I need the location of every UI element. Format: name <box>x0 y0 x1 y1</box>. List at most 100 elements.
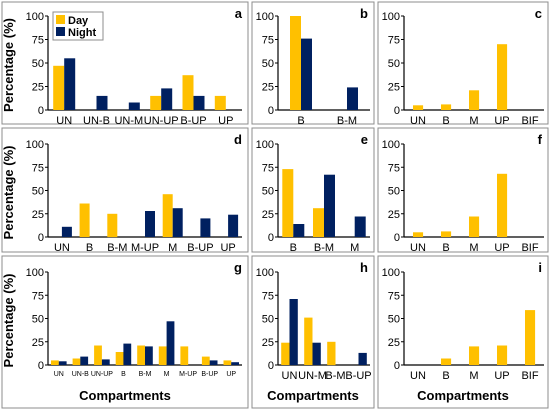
bar-day-b <box>115 352 124 365</box>
panel-frame <box>1 127 249 253</box>
panel-a: 0 25 50 75 100 UN UN-B UN-M UN-UP B-UP UP a Percenta… <box>1 1 249 127</box>
x-tick-label: M <box>469 370 478 382</box>
panel-h: 0 25 50 75 100 UN UN-MB-M B-UP h Compartments <box>251 255 375 409</box>
y-tick-label: 25 <box>32 209 44 221</box>
x-tick-label: M <box>164 371 170 378</box>
x-tick-label: B-M <box>107 242 127 254</box>
legend-swatch-day <box>56 15 65 24</box>
y-tick-label: 0 <box>268 360 274 372</box>
y-axis-title: Percentage (%) <box>1 146 16 240</box>
y-tick-label: 25 <box>388 82 400 94</box>
y-tick-label: 100 <box>26 139 44 151</box>
x-tick-label: B-UP <box>345 370 371 382</box>
bar-night-b-m <box>347 87 358 110</box>
bar-day-un-up <box>150 95 162 110</box>
panel-frame <box>377 255 549 409</box>
bar-night-m <box>166 321 175 365</box>
x-tick-label: M <box>469 115 478 127</box>
x-tick-label: B-M <box>325 370 345 382</box>
y-tick-label: 75 <box>388 35 400 47</box>
x-tick-label: M-UP <box>179 371 197 378</box>
bar-night-b <box>123 343 132 365</box>
x-tick-label: BIF <box>521 115 538 127</box>
legend-label-day: Day <box>68 15 89 27</box>
x-axis-title: Compartments <box>417 388 509 403</box>
panel-label: f <box>538 132 543 147</box>
x-tick-label: B-UP <box>201 371 218 378</box>
y-axis-title: Percentage (%) <box>1 18 16 112</box>
y-tick-label: 25 <box>262 82 274 94</box>
bar-day-m <box>158 346 167 365</box>
bar-night-up <box>231 362 239 365</box>
x-tick-label: B <box>442 115 449 127</box>
bar-night-b-m <box>145 346 153 365</box>
panel-frame <box>377 1 549 125</box>
y-tick-label: 50 <box>388 314 400 326</box>
x-tick-label: UP <box>494 242 509 254</box>
panel-label: d <box>234 132 242 147</box>
x-tick-label: UN-UP <box>91 371 113 378</box>
panel-label: c <box>535 6 542 21</box>
bar-day-un-up <box>94 345 102 365</box>
y-tick-label: 25 <box>32 82 44 94</box>
bar-day-m <box>469 216 480 237</box>
legend-swatch-night <box>56 27 65 36</box>
x-tick-label: UN <box>410 115 426 127</box>
bar-night-b-up <box>193 95 205 110</box>
panel-frame <box>251 1 375 125</box>
panel-label: i <box>538 260 542 275</box>
bar-day-b <box>441 231 452 237</box>
panel-label: h <box>360 260 368 275</box>
x-tick-label: B <box>442 370 449 382</box>
x-tick-label: B-M <box>337 115 357 127</box>
y-tick-label: 50 <box>388 58 400 70</box>
x-tick-label: UP <box>226 371 236 378</box>
y-tick-label: 75 <box>262 290 274 302</box>
y-tick-label: 50 <box>32 314 44 326</box>
y-tick-label: 75 <box>32 162 44 174</box>
y-tick-label: 0 <box>268 232 274 244</box>
bar-night-un-up <box>101 359 110 365</box>
bar-day-un <box>51 360 59 365</box>
x-tick-label: UN-B <box>83 115 110 127</box>
bar-day-up <box>497 173 508 237</box>
bar-night-un <box>289 299 298 365</box>
x-tick-label: BIF <box>521 242 538 254</box>
panel-label: a <box>235 6 243 21</box>
y-tick-label: 50 <box>32 186 44 198</box>
y-tick-label: 0 <box>394 105 400 117</box>
bar-day-b-m <box>313 208 324 237</box>
bar-day-m <box>162 194 173 237</box>
bar-day-m <box>469 346 480 365</box>
y-tick-label: 50 <box>32 58 44 70</box>
y-tick-label: 0 <box>38 232 44 244</box>
x-tick-label: UN <box>410 242 426 254</box>
bar-night-b-up <box>200 218 211 237</box>
bar-day-b-up <box>182 75 194 110</box>
bar-night-m <box>354 216 366 237</box>
x-tick-label: UN <box>54 371 64 378</box>
bar-day-b-up <box>201 356 210 365</box>
panel-b: 0 25 50 75 100 B B-M b <box>251 1 375 127</box>
y-tick-label: 100 <box>382 139 400 151</box>
x-tick-label: UP <box>218 115 233 127</box>
y-tick-label: 0 <box>394 232 400 244</box>
x-tick-label: B-UP <box>187 242 213 254</box>
y-tick-label: 100 <box>382 267 400 279</box>
bar-night-un-up <box>161 88 173 110</box>
panel-i: 0 25 50 75 100 UN B M UP BIF i Compartments <box>377 255 549 409</box>
x-tick-label: M <box>350 242 359 254</box>
x-tick-label: UN <box>54 242 70 254</box>
panel-d: 0 25 50 75 100 UN B B-M M-UP M B-UP UP d Percentage (… <box>1 127 249 254</box>
x-tick-label: B-UP <box>180 115 206 127</box>
y-tick-label: 100 <box>26 267 44 279</box>
panel-label: e <box>361 132 368 147</box>
x-axis-title: Compartments <box>267 388 359 403</box>
bar-night-un-m <box>128 102 140 110</box>
y-axis-title: Percentage (%) <box>1 274 16 368</box>
x-tick-label: B <box>290 242 297 254</box>
x-tick-label: B-M <box>314 242 334 254</box>
panel-frame <box>251 127 375 253</box>
bar-night-b <box>293 224 305 237</box>
